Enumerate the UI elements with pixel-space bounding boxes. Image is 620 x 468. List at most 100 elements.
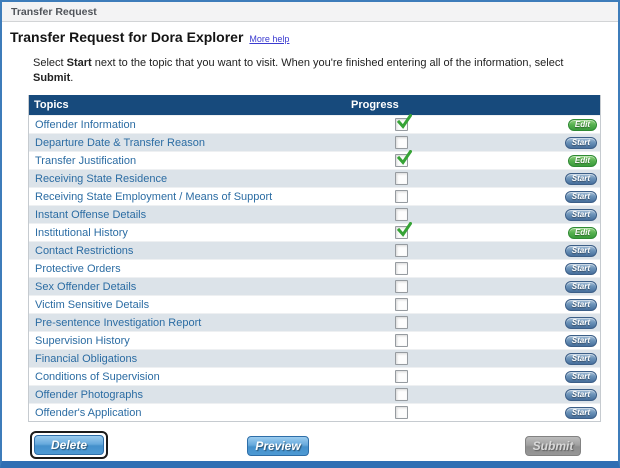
table-row: Offender Information Edit bbox=[29, 114, 600, 133]
instructions-part1: Select bbox=[33, 57, 67, 69]
progress-checkbox[interactable] bbox=[395, 136, 408, 149]
progress-checkbox[interactable] bbox=[395, 222, 412, 239]
progress-cell bbox=[346, 386, 536, 403]
topic-link[interactable]: Offender Photographs bbox=[35, 388, 144, 401]
topic-link[interactable]: Instant Offense Details bbox=[35, 208, 147, 221]
topic-link[interactable]: Receiving State Employment / Means of Su… bbox=[35, 190, 273, 203]
progress-checkbox[interactable] bbox=[395, 370, 408, 383]
action-cell: Start bbox=[536, 352, 600, 365]
progress-checkbox[interactable] bbox=[395, 388, 408, 401]
topic-link[interactable]: Institutional History bbox=[35, 226, 128, 239]
row-action-button[interactable]: Edit bbox=[567, 154, 597, 167]
table-row: Departure Date & Transfer Reason Start bbox=[29, 133, 600, 151]
delete-button[interactable]: Delete bbox=[34, 435, 104, 455]
progress-checkbox[interactable] bbox=[395, 298, 408, 311]
row-action-button[interactable]: Start bbox=[564, 316, 597, 329]
progress-cell bbox=[346, 150, 536, 169]
row-action-button[interactable]: Start bbox=[564, 136, 597, 149]
action-cell: Start bbox=[536, 280, 600, 293]
row-action-button[interactable]: Edit bbox=[567, 118, 597, 131]
row-action-button[interactable]: Edit bbox=[567, 226, 597, 239]
action-cell: Start bbox=[536, 316, 600, 329]
submit-button[interactable]: Submit bbox=[525, 436, 581, 456]
progress-checkbox[interactable] bbox=[395, 334, 408, 347]
progress-checkbox[interactable] bbox=[395, 280, 408, 293]
progress-cell bbox=[346, 188, 536, 205]
progress-cell bbox=[346, 114, 536, 133]
instructions-part3: . bbox=[70, 72, 74, 84]
row-action-button[interactable]: Start bbox=[564, 370, 597, 383]
action-cell: Edit bbox=[536, 226, 600, 239]
action-cell: Edit bbox=[536, 118, 600, 131]
progress-checkbox[interactable] bbox=[395, 262, 408, 275]
row-action-button[interactable]: Start bbox=[564, 262, 597, 275]
progress-cell bbox=[346, 206, 536, 223]
action-cell: Start bbox=[536, 208, 600, 221]
progress-cell bbox=[346, 314, 536, 331]
table-row: Transfer Justification Edit bbox=[29, 150, 600, 169]
table-row: Instant Offense Details Start bbox=[29, 205, 600, 223]
column-header-progress: Progress bbox=[351, 99, 399, 111]
topic-link[interactable]: Supervision History bbox=[35, 334, 130, 347]
row-action-button[interactable]: Start bbox=[564, 352, 597, 365]
topic-link[interactable]: Transfer Justification bbox=[35, 154, 137, 167]
progress-checkbox[interactable] bbox=[395, 352, 408, 365]
check-icon bbox=[396, 114, 412, 129]
row-action-button[interactable]: Start bbox=[564, 334, 597, 347]
instructions-part2: next to the topic that you want to visit… bbox=[91, 57, 564, 69]
row-action-button[interactable]: Start bbox=[564, 298, 597, 311]
progress-checkbox[interactable] bbox=[395, 150, 412, 167]
progress-checkbox[interactable] bbox=[395, 406, 408, 419]
progress-checkbox[interactable] bbox=[395, 208, 408, 221]
progress-checkbox[interactable] bbox=[395, 114, 412, 131]
topic-link[interactable]: Protective Orders bbox=[35, 262, 121, 275]
progress-checkbox[interactable] bbox=[395, 244, 408, 257]
row-action-button[interactable]: Start bbox=[564, 388, 597, 401]
row-action-button[interactable]: Start bbox=[564, 406, 597, 419]
progress-checkbox[interactable] bbox=[395, 190, 408, 203]
topic-link[interactable]: Contact Restrictions bbox=[35, 244, 134, 257]
page-content: Transfer Request for Dora Explorer More … bbox=[2, 22, 618, 461]
row-action-button[interactable]: Start bbox=[564, 244, 597, 257]
more-help-link[interactable]: More help bbox=[249, 34, 290, 44]
topic-link[interactable]: Departure Date & Transfer Reason bbox=[35, 136, 205, 149]
topic-link[interactable]: Victim Sensitive Details bbox=[35, 298, 150, 311]
row-action-button[interactable]: Start bbox=[564, 172, 597, 185]
page-title: Transfer Request for Dora Explorer bbox=[10, 29, 244, 45]
progress-cell bbox=[346, 296, 536, 313]
row-action-button[interactable]: Start bbox=[564, 208, 597, 221]
progress-cell bbox=[346, 170, 536, 187]
progress-cell bbox=[346, 278, 536, 295]
progress-checkbox[interactable] bbox=[395, 316, 408, 329]
topic-link[interactable]: Offender Information bbox=[35, 118, 136, 131]
action-cell: Start bbox=[536, 262, 600, 275]
table-row: Victim Sensitive Details Start bbox=[29, 295, 600, 313]
instructions-bold-submit: Submit bbox=[33, 72, 71, 84]
topic-link[interactable]: Pre-sentence Investigation Report bbox=[35, 316, 202, 329]
delete-button-focus-ring: Delete bbox=[30, 431, 108, 459]
instructions-text: Select Start next to the topic that you … bbox=[33, 56, 599, 86]
progress-cell bbox=[346, 368, 536, 385]
heading-row: Transfer Request for Dora Explorer More … bbox=[10, 29, 610, 45]
row-action-button[interactable]: Start bbox=[564, 190, 597, 203]
action-cell: Start bbox=[536, 334, 600, 347]
table-row: Conditions of Supervision Start bbox=[29, 367, 600, 385]
topic-link[interactable]: Sex Offender Details bbox=[35, 280, 137, 293]
window-title: Transfer Request bbox=[11, 5, 97, 18]
topic-link[interactable]: Offender's Application bbox=[35, 406, 142, 419]
progress-cell bbox=[346, 242, 536, 259]
check-icon bbox=[396, 150, 412, 165]
action-cell: Start bbox=[536, 298, 600, 311]
progress-checkbox[interactable] bbox=[395, 172, 408, 185]
topic-link[interactable]: Financial Obligations bbox=[35, 352, 138, 365]
progress-cell bbox=[346, 134, 536, 151]
progress-cell bbox=[346, 404, 536, 421]
topic-link[interactable]: Conditions of Supervision bbox=[35, 370, 160, 383]
table-row: Supervision History Start bbox=[29, 331, 600, 349]
table-row: Protective Orders Start bbox=[29, 259, 600, 277]
topic-link[interactable]: Receiving State Residence bbox=[35, 172, 168, 185]
action-cell: Start bbox=[536, 388, 600, 401]
row-action-button[interactable]: Start bbox=[564, 280, 597, 293]
preview-button[interactable]: Preview bbox=[247, 436, 309, 456]
